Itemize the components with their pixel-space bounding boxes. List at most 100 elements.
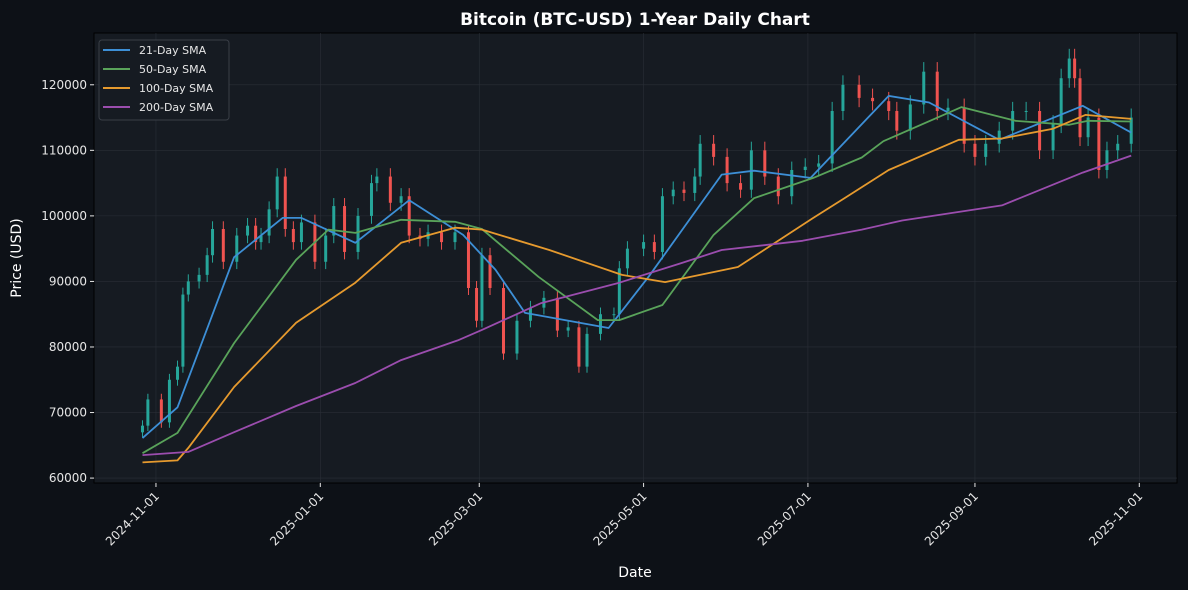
candle-up <box>566 327 570 331</box>
candle-up <box>1059 78 1063 125</box>
candle-up <box>1051 124 1055 151</box>
candle-down <box>682 189 686 193</box>
candle-up <box>693 176 697 193</box>
candle-up <box>267 209 271 236</box>
candle-down <box>254 225 258 243</box>
candle-up <box>140 425 144 433</box>
y-tick-label: 120000 <box>41 78 87 92</box>
y-tick-label: 60000 <box>49 471 87 485</box>
sma-line-50-day <box>142 106 1132 454</box>
candle-down <box>159 399 163 423</box>
candle-up <box>642 242 646 249</box>
candle-down <box>871 97 875 102</box>
legend-label: 21-Day SMA <box>139 44 207 57</box>
candle-up <box>369 183 373 216</box>
candle-down <box>739 183 743 190</box>
sma-lines <box>141 95 1132 464</box>
candle-down <box>1097 117 1101 170</box>
sma-line-200-day <box>142 154 1132 456</box>
sma-line-21-day <box>141 95 1132 439</box>
candle-up <box>324 235 328 262</box>
legend: 21-Day SMA 50-Day SMA 100-Day SMA 200-Day S… <box>98 39 230 121</box>
candle-up <box>1024 111 1028 113</box>
candle-up <box>186 281 190 295</box>
candle-up <box>197 274 201 282</box>
x-axis-label: Date <box>618 565 651 581</box>
candle-down <box>407 196 411 236</box>
legend-box <box>98 39 230 121</box>
candle-up <box>617 268 621 315</box>
legend-label: 100-Day SMA <box>139 82 214 95</box>
y-tick-label: 90000 <box>49 274 87 288</box>
candle-up <box>332 206 336 236</box>
candle-up <box>453 232 457 243</box>
candle-down <box>440 232 444 243</box>
candle-up <box>375 176 379 184</box>
candle-up <box>1129 117 1133 144</box>
candle-up <box>1116 143 1120 151</box>
candle-up <box>399 196 403 203</box>
candle-down <box>555 297 559 331</box>
candle-up <box>997 130 1001 144</box>
candle-down <box>895 111 899 131</box>
y-axis: 60000 70000 80000 90000 100000 110000 120000 <box>41 78 94 485</box>
y-axis-label: Price (USD) <box>9 218 25 297</box>
candle-down <box>343 206 347 252</box>
candle-up <box>660 196 664 252</box>
candle-up <box>1086 117 1090 138</box>
candle-up <box>259 235 263 243</box>
candle-up <box>235 235 239 262</box>
candle-down <box>1073 58 1077 79</box>
candle-down <box>887 101 891 112</box>
sma-line-100-day <box>142 114 1132 464</box>
candle-down <box>488 255 492 288</box>
y-tick-label: 110000 <box>41 143 87 157</box>
candle-down <box>973 143 977 157</box>
candle-up <box>946 107 950 112</box>
candle-up <box>841 84 845 112</box>
y-tick-label: 80000 <box>49 340 87 354</box>
candle-up <box>211 228 215 256</box>
candle-up <box>181 294 185 367</box>
y-tick-label: 70000 <box>49 406 87 420</box>
candle-down <box>388 176 392 203</box>
candle-up <box>984 143 988 157</box>
candle-up <box>515 320 519 354</box>
candle-up <box>612 314 616 316</box>
candle-up <box>585 333 589 367</box>
candle-up <box>749 150 753 190</box>
candle-up <box>803 166 807 170</box>
candle-up <box>625 248 629 269</box>
candle-up <box>480 255 484 321</box>
candle-down <box>935 71 939 112</box>
chart-title: Bitcoin (BTC-USD) 1-Year Daily Chart <box>460 10 810 30</box>
candle-up <box>246 225 250 236</box>
candle-up <box>817 163 821 167</box>
candle-down <box>221 228 225 262</box>
candle-down <box>962 107 966 144</box>
candle-up <box>1105 150 1109 170</box>
candle-down <box>475 287 479 321</box>
candle-up <box>830 111 834 164</box>
candle-down <box>776 176 780 197</box>
candle-up <box>167 379 171 423</box>
candle-up <box>146 399 150 426</box>
plot-area <box>93 32 1178 484</box>
candle-down <box>725 156 729 184</box>
candle-up <box>698 143 702 177</box>
candle-down <box>466 232 470 288</box>
candle-up <box>275 176 279 210</box>
candle-down <box>577 327 581 367</box>
candle-up <box>176 366 180 380</box>
candle-down <box>857 84 861 98</box>
candle-up <box>598 314 602 334</box>
candle-up <box>299 222 303 243</box>
candle-up <box>1067 58 1071 79</box>
legend-label: 200-Day SMA <box>139 101 214 114</box>
candle-down <box>291 228 295 243</box>
candle-up <box>205 255 209 275</box>
legend-label: 50-Day SMA <box>139 63 207 76</box>
y-tick-label: 100000 <box>41 209 87 223</box>
candle-up <box>908 104 912 131</box>
